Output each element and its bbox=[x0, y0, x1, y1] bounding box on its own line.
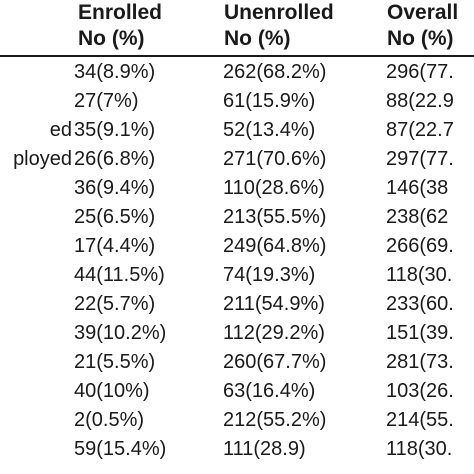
cell-enrolled: 2(0.5%) bbox=[74, 409, 145, 431]
cell-overall: 214(55. bbox=[386, 409, 454, 431]
cell-overall: 281(73. bbox=[386, 351, 454, 373]
table-row: 17(4.4%) 249(64.8%) 266(69. bbox=[0, 232, 474, 261]
cell-enrolled: 40(10%) bbox=[74, 380, 150, 402]
header-unenrolled-title: Unenrolled bbox=[224, 1, 334, 24]
table-row: 36(9.4%) 110(28.6%) 146(38 bbox=[0, 174, 474, 203]
table-row: 2(0.5%) 212(55.2%) 214(55. bbox=[0, 406, 474, 435]
table-row: ployed 26(6.8%) 271(70.6%) 297(77. bbox=[0, 145, 474, 174]
table-row: 34(8.9%) 262(68.2%) 296(77. bbox=[0, 58, 474, 87]
cell-enrolled: 26(6.8%) bbox=[74, 148, 156, 170]
cell-overall: 266(69. bbox=[386, 235, 454, 257]
cell-unenrolled: 211(54.9%) bbox=[223, 293, 325, 315]
cell-enrolled: 34(8.9%) bbox=[74, 61, 156, 83]
table-row: 22(5.7%) 211(54.9%) 233(60. bbox=[0, 290, 474, 319]
table-body: 34(8.9%) 262(68.2%) 296(77. 27(7%) 61(15… bbox=[0, 58, 474, 464]
cell-overall: 233(60. bbox=[386, 293, 454, 315]
header-rule bbox=[0, 55, 474, 57]
cell-enrolled: 44(11.5%) bbox=[74, 264, 165, 286]
header-enrolled-title: Enrolled bbox=[78, 1, 163, 24]
cell-overall: 297(77. bbox=[386, 148, 454, 170]
cell-overall: 151(39. bbox=[386, 322, 454, 344]
header-overall: Overall No (%) bbox=[387, 0, 458, 52]
cell-overall: 88(22.9 bbox=[386, 90, 454, 112]
cell-enrolled: 27(7%) bbox=[74, 90, 139, 112]
table-row: 25(6.5%) 213(55.5%) 238(62 bbox=[0, 203, 474, 232]
cell-overall: 118(30. bbox=[386, 438, 453, 460]
cell-unenrolled: 111(28.9) bbox=[223, 438, 306, 460]
header-enrolled: Enrolled No (%) bbox=[78, 0, 162, 52]
cell-enrolled: 21(5.5%) bbox=[74, 351, 156, 373]
cell-unenrolled: 260(67.7%) bbox=[223, 351, 327, 373]
row-label: ployed bbox=[13, 148, 72, 170]
cell-enrolled: 17(4.4%) bbox=[74, 235, 156, 257]
table-row: 44(11.5%) 74(19.3%) 118(30. bbox=[0, 261, 474, 290]
header-overall-title: Overall bbox=[387, 1, 459, 24]
cell-enrolled: 35(9.1%) bbox=[74, 119, 156, 141]
cell-unenrolled: 74(19.3%) bbox=[223, 264, 316, 286]
cell-unenrolled: 52(13.4%) bbox=[223, 119, 316, 141]
table-row: 27(7%) 61(15.9%) 88(22.9 bbox=[0, 87, 474, 116]
table-row: 40(10%) 63(16.4%) 103(26. bbox=[0, 377, 474, 406]
cell-unenrolled: 249(64.8%) bbox=[223, 235, 327, 257]
table-row: 59(15.4%) 111(28.9) 118(30. bbox=[0, 435, 474, 464]
cell-overall: 118(30. bbox=[386, 264, 453, 286]
cell-unenrolled: 61(15.9%) bbox=[223, 90, 316, 112]
cell-enrolled: 59(15.4%) bbox=[74, 438, 167, 460]
row-label: ed bbox=[49, 119, 72, 141]
header-enrolled-unit: No (%) bbox=[78, 27, 145, 50]
cell-unenrolled: 213(55.5%) bbox=[223, 206, 327, 228]
table-row: ed 35(9.1%) 52(13.4%) 87(22.7 bbox=[0, 116, 474, 145]
cell-unenrolled: 110(28.6%) bbox=[223, 177, 325, 199]
cell-enrolled: 36(9.4%) bbox=[74, 177, 156, 199]
cell-overall: 146(38 bbox=[386, 177, 449, 199]
header-unenrolled-unit: No (%) bbox=[224, 27, 291, 50]
cell-overall: 87(22.7 bbox=[386, 119, 454, 141]
cell-unenrolled: 63(16.4%) bbox=[223, 380, 316, 402]
cell-overall: 238(62 bbox=[386, 206, 449, 228]
cell-overall: 103(26. bbox=[386, 380, 454, 402]
cell-enrolled: 25(6.5%) bbox=[74, 206, 156, 228]
header-overall-unit: No (%) bbox=[387, 27, 454, 50]
cell-unenrolled: 112(29.2%) bbox=[223, 322, 325, 344]
cell-unenrolled: 212(55.2%) bbox=[223, 409, 327, 431]
cell-enrolled: 22(5.7%) bbox=[74, 293, 156, 315]
table-row: 39(10.2%) 112(29.2%) 151(39. bbox=[0, 319, 474, 348]
cell-unenrolled: 271(70.6%) bbox=[223, 148, 327, 170]
cell-unenrolled: 262(68.2%) bbox=[223, 61, 327, 83]
cell-enrolled: 39(10.2%) bbox=[74, 322, 167, 344]
header-unenrolled: Unenrolled No (%) bbox=[224, 0, 334, 52]
table-row: 21(5.5%) 260(67.7%) 281(73. bbox=[0, 348, 474, 377]
cell-overall: 296(77. bbox=[386, 61, 454, 83]
